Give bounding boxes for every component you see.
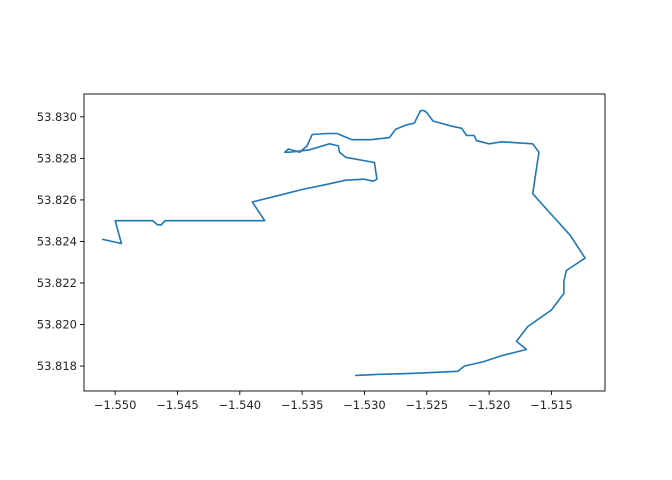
y-tick-label: 53.824 [37, 234, 77, 248]
x-axis-ticks: −1.550 −1.545 −1.540 −1.535 −1.530 −1.525 −1.5… [94, 391, 573, 412]
x-tick-label: −1.520 [468, 398, 511, 412]
y-tick-label: 53.818 [37, 359, 77, 373]
plot-frame [83, 93, 606, 392]
x-tick-label: −1.530 [343, 398, 386, 412]
x-tick-label: −1.525 [405, 398, 448, 412]
x-tick-label: −1.515 [530, 398, 573, 412]
route-line [101, 109, 586, 377]
x-tick-label: −1.535 [281, 398, 324, 412]
x-tick-label: −1.545 [156, 398, 199, 412]
y-tick-label: 53.826 [37, 193, 77, 207]
y-tick-label: 53.830 [37, 110, 77, 124]
x-tick-label: −1.550 [94, 398, 137, 412]
x-tick-label: −1.540 [219, 398, 262, 412]
y-tick-label: 53.828 [37, 151, 77, 165]
y-axis-ticks: 53.818 53.820 53.822 53.824 53.826 53.828 53.8… [37, 110, 84, 373]
y-tick-label: 53.820 [37, 318, 77, 332]
y-tick-label: 53.822 [37, 276, 77, 290]
